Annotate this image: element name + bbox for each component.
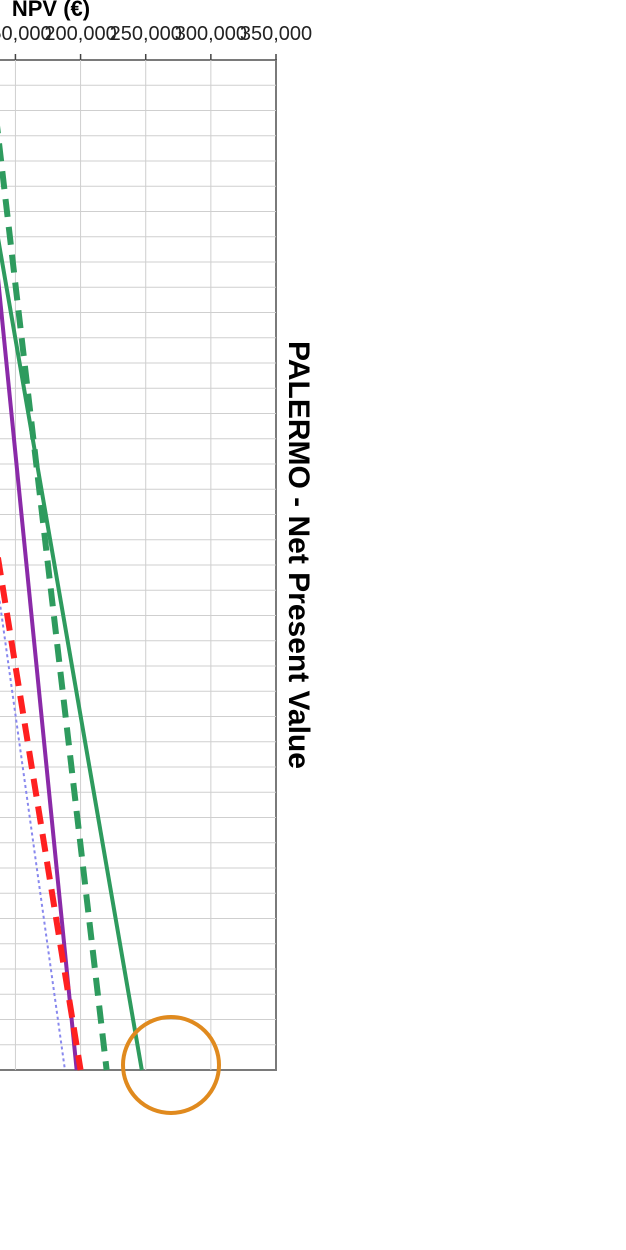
series-line-gwhp [0,59,79,1071]
y-tick-label: 150,000 [0,23,52,45]
series-line-awhp [0,59,144,1071]
y-tick-label: 200,000 [44,23,116,45]
y-tick-label: 300,000 [175,23,247,45]
series-line-gchp [0,59,110,1071]
chart-rotated-group: PALERMO - Net Present Value 024681012141… [0,0,315,1115]
chart-title: PALERMO - Net Present Value [282,341,315,769]
y-tick-label: 250,000 [110,23,182,45]
series-layer [0,59,144,1071]
y-tick-label: 350,000 [240,23,312,45]
series-line-b-split [0,59,84,1071]
highlight-circle [121,1015,221,1115]
y-axis-title: NPV (€) [12,0,90,21]
y-axis-ticks: 050,000100,000150,000200,000250,000300,0… [0,23,312,60]
grid [0,60,276,1070]
